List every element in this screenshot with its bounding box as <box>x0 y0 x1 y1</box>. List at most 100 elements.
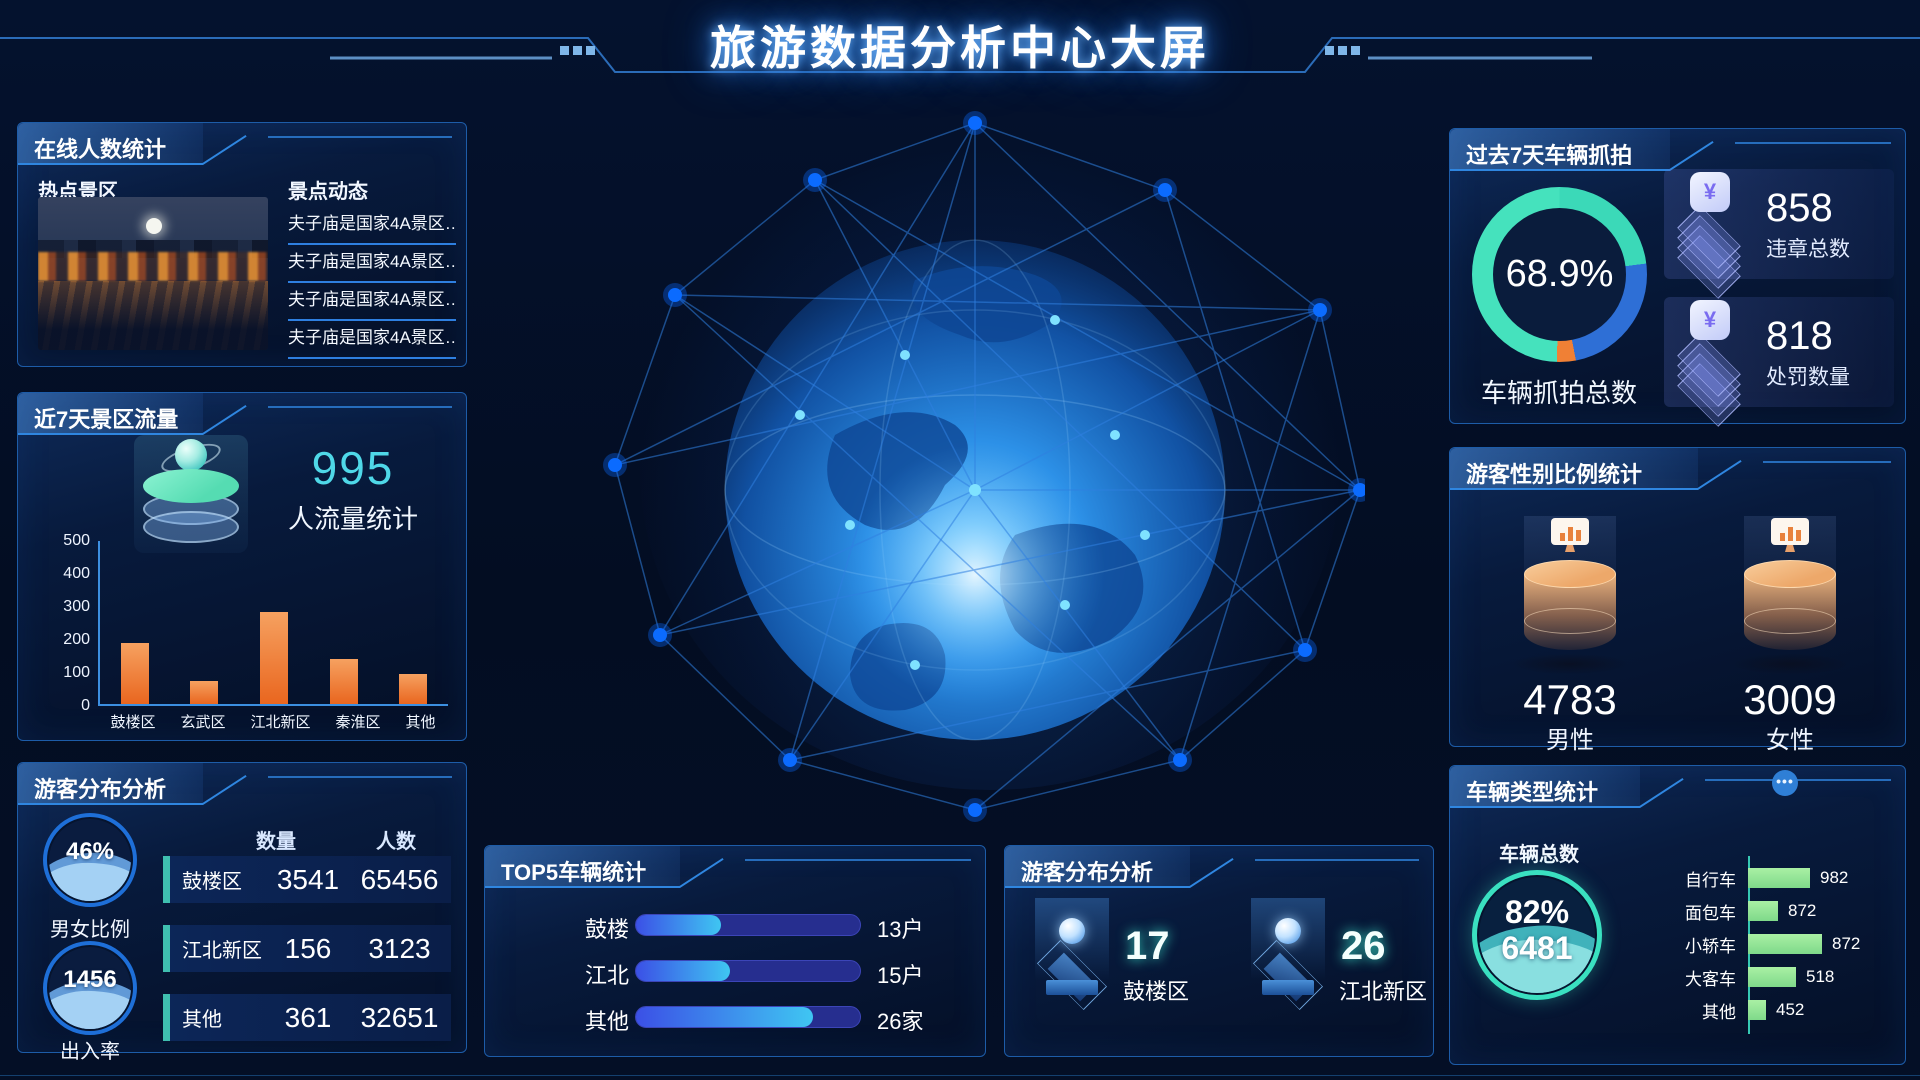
inout-rate-value: 1456 <box>63 965 117 993</box>
vehicle-bar <box>1748 1000 1766 1020</box>
bar-gulou[interactable] <box>120 642 149 704</box>
capture-donut-label: 车辆抓拍总数 <box>1480 378 1637 408</box>
flow-total-label: 人流量统计 <box>287 504 418 534</box>
panel-flow-title: 近7天景区流量 <box>18 393 203 435</box>
page-header: 旅游数据分析中心大屏 <box>0 0 1920 100</box>
river-reflection-graphic <box>38 281 268 350</box>
top5-bar-track <box>635 1006 861 1028</box>
network-nodes <box>603 111 1365 822</box>
table-row[interactable]: 江北新区 156 3123 <box>163 925 451 972</box>
panel-header-line <box>268 406 452 408</box>
flow-bar-chart <box>98 541 448 706</box>
dist2-label: 鼓楼区 <box>1123 979 1190 1004</box>
panel-top5-title: TOP5车辆统计 <box>485 846 680 888</box>
vehicle-bar-row[interactable]: 自行车 982 <box>1630 866 1890 890</box>
vehicle-bar-row[interactable]: 其他 452 <box>1630 998 1890 1022</box>
panel-header-line <box>1763 461 1891 463</box>
panel-visitor-distribution-2: 游客分布分析 17 鼓楼区 26 江北新区 <box>1004 845 1434 1057</box>
top5-bar-fill <box>636 1007 813 1027</box>
vehicle-cat-label: 面包车 <box>1685 903 1736 923</box>
male-count-label: 男性 <box>1546 727 1594 754</box>
flow-chart-x-axis: 鼓楼区 玄武区 江北新区 秦淮区 其他 <box>110 714 436 731</box>
flow-total-value: 995 <box>311 442 395 494</box>
vehicle-bar-row[interactable]: 面包车 872 <box>1630 899 1890 923</box>
top5-bar-track <box>635 960 861 982</box>
panel-online-count-title: 在线人数统计 <box>18 123 203 165</box>
header-dots-left <box>560 46 595 55</box>
table-header-people: 人数 <box>376 831 416 853</box>
flow-total-block: 995 人流量统计 <box>268 441 438 536</box>
monitor-chart-icon <box>1771 518 1809 545</box>
table-header-qty: 数量 <box>256 831 296 853</box>
vehicle-pct-value: 82% <box>1504 894 1570 931</box>
dist2-value: 26 <box>1341 924 1386 968</box>
vehicle-total-gauge[interactable]: 82% 6481 <box>1472 870 1602 1000</box>
panel-header-line <box>1705 779 1891 781</box>
penalty-count-value: 818 <box>1766 313 1833 358</box>
row-people: 65456 <box>360 863 439 895</box>
bar-jiangbei[interactable] <box>259 611 288 704</box>
flow-chart-y-axis: 500 400 300 200 100 0 <box>63 532 90 714</box>
vehicle-bar-value: 872 <box>1832 934 1861 953</box>
scenic-news-label: 景点动态 <box>288 181 368 203</box>
female-cylinder-icon <box>1730 516 1850 676</box>
panel-header-line <box>1255 859 1419 861</box>
more-options-icon[interactable]: ••• <box>1772 770 1798 796</box>
panel-header-line <box>1735 142 1891 144</box>
violation-total-value: 858 <box>1766 185 1833 230</box>
panel-header-line <box>745 859 971 861</box>
panel-gender-ratio: 游客性别比例统计 4783 男性 3009 女性 <box>1449 447 1906 754</box>
vehicle-bar <box>1748 901 1778 921</box>
fine-badge-icon <box>1690 172 1730 212</box>
gender-ratio-label: 男女比例 <box>50 919 130 941</box>
capture-donut-chart[interactable]: 68.9% <box>1472 187 1647 362</box>
row-qty: 3541 <box>276 863 340 895</box>
news-item[interactable]: 夫子庙是国家4A景区… <box>288 245 456 283</box>
bar-other[interactable] <box>399 674 428 704</box>
top5-label: 其他 <box>584 1009 629 1034</box>
top5-row[interactable]: 江北 15户 <box>485 958 985 988</box>
vehicle-bar-value: 872 <box>1788 901 1817 920</box>
bar-xuanwu[interactable] <box>190 680 219 704</box>
vehicle-bar-row[interactable]: 大客车 518 <box>1630 965 1890 989</box>
news-item[interactable]: 夫子庙是国家4A景区… <box>288 321 456 359</box>
gender-ratio-gauge[interactable]: 46% <box>43 813 137 907</box>
vehicle-cat-label: 小轿车 <box>1685 936 1736 956</box>
news-item[interactable]: 夫子庙是国家4A景区… <box>288 283 456 321</box>
top5-bar-fill <box>636 961 731 981</box>
table-row[interactable]: 鼓楼区 3541 65456 <box>163 856 451 903</box>
panel-gender-title: 游客性别比例统计 <box>1450 448 1698 490</box>
table-row[interactable]: 其他 361 32651 <box>163 994 451 1041</box>
top5-bar-fill <box>636 915 722 935</box>
capture-percentage: 68.9% <box>1505 253 1614 295</box>
inout-rate-gauge[interactable]: 1456 <box>43 941 137 1035</box>
female-count-label: 女性 <box>1766 727 1814 754</box>
panel-visitor-distribution: 游客分布分析 46% 男女比例 1456 出入率 数量 人数 鼓楼区 3541 … <box>17 762 467 1063</box>
top5-row[interactable]: 其他 26家 <box>485 1004 985 1034</box>
vehicle-bar-value: 518 <box>1806 967 1835 986</box>
vehicle-total-label: 车辆总数 <box>1499 844 1579 866</box>
vehicle-cat-label: 大客车 <box>1685 969 1736 989</box>
top5-row[interactable]: 鼓楼 13户 <box>485 912 985 942</box>
vehicle-bar <box>1748 868 1810 888</box>
panel-visitor-title: 游客分布分析 <box>18 763 203 805</box>
bottom-frame-line <box>0 1075 1920 1076</box>
news-item[interactable]: 夫子庙是国家4A景区… <box>288 207 456 245</box>
vehicle-bar-row[interactable]: 小轿车 872 <box>1630 932 1890 956</box>
top5-value: 13户 <box>877 917 924 942</box>
panel-capture-title: 过去7天车辆抓拍 <box>1450 129 1670 171</box>
gender-ratio-value: 46% <box>65 837 115 865</box>
layers-icon <box>1664 172 1756 299</box>
dist2-label: 江北新区 <box>1339 979 1428 1004</box>
bar-qinhuai[interactable] <box>329 659 358 704</box>
row-qty: 156 <box>284 932 332 964</box>
female-count-value: 3009 <box>1743 676 1837 723</box>
row-name: 鼓楼区 <box>182 871 242 893</box>
vehicle-bar <box>1748 934 1822 954</box>
row-people: 3123 <box>368 932 431 964</box>
fine-badge-icon <box>1690 300 1730 340</box>
row-qty: 361 <box>284 1001 332 1033</box>
panel-top5-vehicles: TOP5车辆统计 鼓楼 13户 江北 15户 其他 26家 <box>484 845 986 1057</box>
lit-buildings-graphic <box>38 252 268 282</box>
